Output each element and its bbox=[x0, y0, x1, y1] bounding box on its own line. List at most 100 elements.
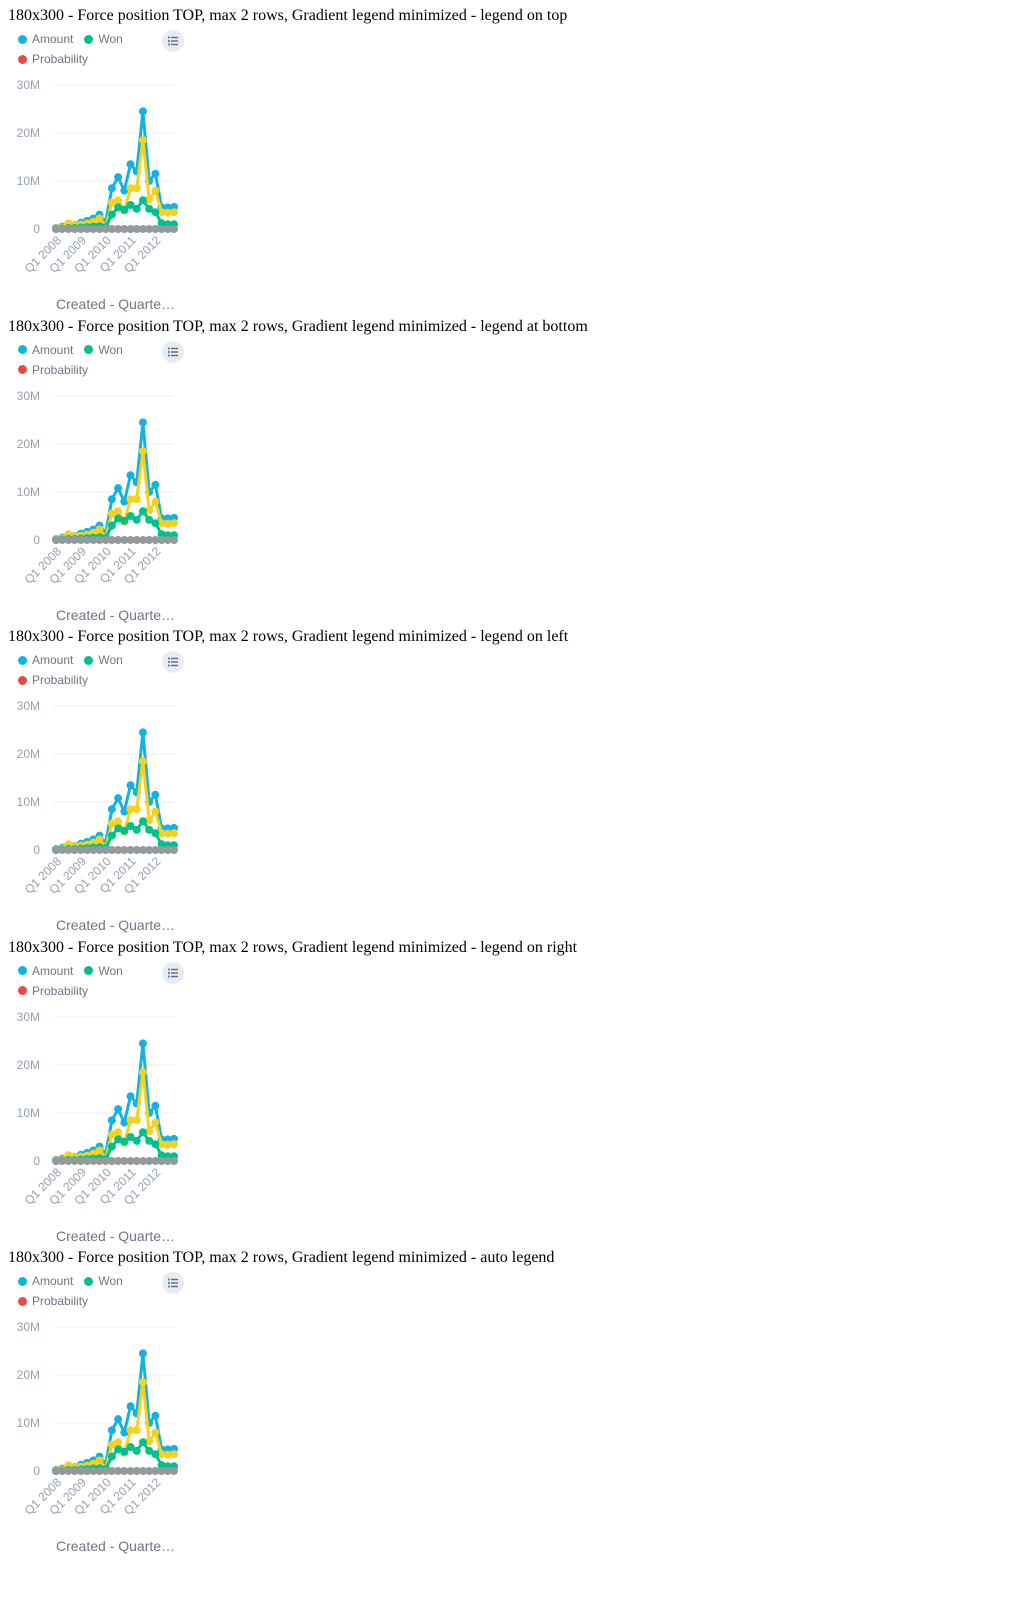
data-point[interactable] bbox=[76, 1467, 85, 1475]
data-point[interactable] bbox=[107, 805, 116, 814]
data-point[interactable] bbox=[132, 1426, 141, 1435]
data-point[interactable] bbox=[120, 1118, 129, 1127]
data-point[interactable] bbox=[58, 1156, 67, 1165]
data-point[interactable] bbox=[163, 225, 172, 233]
data-point[interactable] bbox=[151, 829, 160, 838]
data-point[interactable] bbox=[163, 1140, 172, 1149]
data-point[interactable] bbox=[145, 1156, 154, 1165]
legend-toggle-button[interactable] bbox=[162, 30, 184, 52]
data-point[interactable] bbox=[126, 511, 135, 520]
data-point[interactable] bbox=[120, 535, 129, 544]
data-point[interactable] bbox=[157, 846, 166, 854]
data-point[interactable] bbox=[132, 494, 141, 503]
data-point[interactable] bbox=[145, 1136, 154, 1145]
data-point[interactable] bbox=[170, 1450, 178, 1459]
data-point[interactable] bbox=[126, 822, 135, 830]
data-point[interactable] bbox=[145, 535, 154, 544]
data-point[interactable] bbox=[95, 225, 104, 233]
data-point[interactable] bbox=[52, 535, 60, 544]
data-point[interactable] bbox=[95, 835, 104, 844]
data-point[interactable] bbox=[151, 1101, 160, 1110]
data-point[interactable] bbox=[95, 535, 104, 544]
data-point[interactable] bbox=[170, 1467, 178, 1475]
data-point[interactable] bbox=[126, 160, 135, 169]
data-point[interactable] bbox=[151, 497, 160, 506]
data-point[interactable] bbox=[151, 1139, 160, 1148]
legend-item[interactable]: Won bbox=[84, 653, 123, 667]
data-point[interactable] bbox=[151, 807, 160, 816]
data-point[interactable] bbox=[151, 846, 160, 854]
data-point[interactable] bbox=[170, 1156, 178, 1165]
data-point[interactable] bbox=[76, 846, 85, 854]
data-point[interactable] bbox=[132, 825, 141, 834]
data-point[interactable] bbox=[157, 219, 166, 228]
data-point[interactable] bbox=[120, 807, 129, 816]
data-point[interactable] bbox=[114, 1438, 123, 1447]
data-point[interactable] bbox=[120, 1156, 129, 1165]
data-point[interactable] bbox=[163, 1156, 172, 1165]
data-point[interactable] bbox=[132, 1156, 141, 1165]
data-point[interactable] bbox=[151, 1118, 160, 1127]
data-point[interactable] bbox=[132, 1136, 141, 1145]
data-point[interactable] bbox=[138, 1438, 147, 1447]
data-point[interactable] bbox=[138, 817, 147, 826]
data-point[interactable] bbox=[145, 1446, 154, 1455]
data-point[interactable] bbox=[95, 214, 104, 223]
data-point[interactable] bbox=[138, 1349, 147, 1358]
data-point[interactable] bbox=[114, 1415, 123, 1424]
data-point[interactable] bbox=[95, 524, 104, 533]
data-point[interactable] bbox=[151, 1450, 160, 1459]
data-point[interactable] bbox=[126, 470, 135, 479]
data-point[interactable] bbox=[64, 535, 73, 544]
data-point[interactable] bbox=[114, 483, 123, 492]
data-point[interactable] bbox=[145, 816, 154, 825]
data-point[interactable] bbox=[114, 513, 123, 522]
data-point[interactable] bbox=[107, 1452, 116, 1461]
data-point[interactable] bbox=[107, 198, 116, 207]
legend-item[interactable]: Won bbox=[84, 964, 123, 978]
data-point[interactable] bbox=[170, 208, 178, 217]
data-point[interactable] bbox=[157, 208, 166, 217]
data-point[interactable] bbox=[107, 1467, 116, 1475]
data-point[interactable] bbox=[151, 186, 160, 195]
legend-item[interactable]: Amount bbox=[18, 653, 73, 667]
data-point[interactable] bbox=[151, 225, 160, 233]
data-point[interactable] bbox=[126, 1115, 135, 1124]
data-point[interactable] bbox=[114, 1156, 123, 1165]
data-point[interactable] bbox=[120, 1467, 129, 1475]
data-point[interactable] bbox=[163, 519, 172, 528]
data-point[interactable] bbox=[107, 1115, 116, 1124]
data-point[interactable] bbox=[107, 521, 116, 530]
data-point[interactable] bbox=[138, 1038, 147, 1047]
data-point[interactable] bbox=[163, 535, 172, 544]
data-point[interactable] bbox=[170, 225, 178, 233]
data-point[interactable] bbox=[157, 1139, 166, 1148]
data-point[interactable] bbox=[101, 1156, 110, 1165]
legend-toggle-button[interactable] bbox=[162, 340, 184, 363]
data-point[interactable] bbox=[114, 196, 123, 205]
data-point[interactable] bbox=[52, 225, 60, 233]
data-point[interactable] bbox=[126, 1091, 135, 1100]
data-point[interactable] bbox=[170, 518, 178, 527]
data-point[interactable] bbox=[138, 1467, 147, 1475]
data-point[interactable] bbox=[120, 826, 129, 835]
data-point[interactable] bbox=[157, 1450, 166, 1459]
data-point[interactable] bbox=[107, 1142, 116, 1151]
data-point[interactable] bbox=[163, 1450, 172, 1459]
data-point[interactable] bbox=[126, 201, 135, 209]
legend-item[interactable]: Probability bbox=[18, 52, 88, 66]
data-point[interactable] bbox=[145, 204, 154, 213]
legend-toggle-button[interactable] bbox=[162, 961, 184, 984]
data-point[interactable] bbox=[138, 107, 147, 116]
data-point[interactable] bbox=[157, 1461, 166, 1470]
data-point[interactable] bbox=[157, 840, 166, 849]
data-point[interactable] bbox=[132, 204, 141, 213]
data-point[interactable] bbox=[107, 210, 116, 219]
data-point[interactable] bbox=[70, 535, 79, 544]
data-point[interactable] bbox=[163, 846, 172, 854]
data-point[interactable] bbox=[163, 829, 172, 838]
data-point[interactable] bbox=[151, 169, 160, 178]
legend-item[interactable]: Won bbox=[84, 343, 123, 357]
data-point[interactable] bbox=[151, 1411, 160, 1420]
data-point[interactable] bbox=[145, 1126, 154, 1135]
